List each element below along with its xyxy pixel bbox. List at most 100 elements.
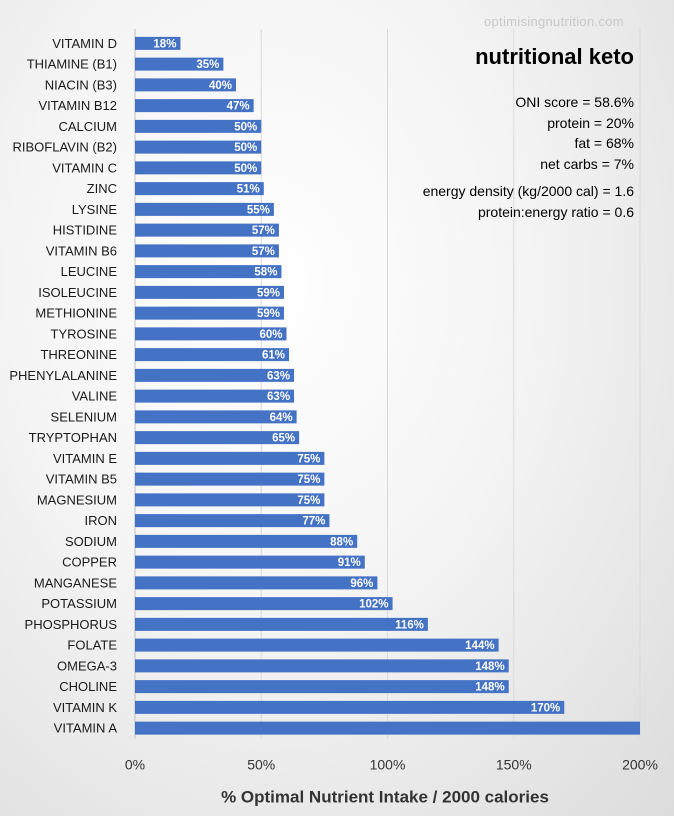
data-label-29: 144%	[465, 640, 494, 652]
category-label-1: THIAMINE (B1)	[27, 57, 117, 72]
bar-28	[135, 617, 428, 631]
bar-4	[135, 119, 262, 133]
bar-5	[135, 140, 262, 154]
data-label-0: 18%	[153, 38, 176, 50]
data-label-5: 50%	[234, 142, 257, 154]
data-label-13: 59%	[257, 308, 280, 320]
data-label-16: 63%	[267, 370, 290, 382]
bar-3	[135, 99, 254, 113]
category-label-5: RIBOFLAVIN (B2)	[12, 140, 117, 155]
bar-27	[135, 597, 393, 611]
stats-box: ONI score = 58.6% protein = 20% fat = 68…	[423, 92, 634, 222]
bar-0	[135, 36, 181, 50]
data-label-7: 51%	[237, 184, 260, 196]
bar-24	[135, 534, 358, 548]
category-label-24: SODIUM	[65, 534, 117, 549]
bar-33	[135, 721, 640, 735]
bar-7	[135, 182, 264, 196]
data-label-1: 35%	[196, 59, 219, 71]
data-label-10: 57%	[252, 246, 275, 258]
x-tick-label-2: 100%	[370, 757, 406, 773]
watermark: optimisingnutrition.com	[484, 14, 624, 29]
category-label-0: VITAMIN D	[52, 36, 117, 51]
category-label-9: HISTIDINE	[53, 223, 118, 238]
data-label-32: 170%	[531, 702, 560, 714]
chart-title: nutritional keto	[475, 44, 634, 69]
data-label-23: 77%	[302, 516, 325, 528]
data-label-20: 75%	[297, 453, 320, 465]
data-label-2: 40%	[209, 80, 232, 92]
category-label-28: PHOSPHORUS	[25, 617, 118, 632]
category-label-29: FOLATE	[67, 638, 117, 653]
data-label-24: 88%	[330, 536, 353, 548]
category-label-2: NIACIN (B3)	[45, 77, 117, 92]
category-label-18: SELENIUM	[51, 409, 117, 424]
x-tick-label-3: 150%	[496, 757, 532, 773]
data-label-15: 61%	[262, 350, 285, 362]
category-label-3: VITAMIN B12	[38, 98, 117, 113]
category-label-25: COPPER	[62, 555, 117, 570]
data-label-3: 47%	[227, 101, 250, 113]
data-label-14: 60%	[259, 329, 282, 341]
category-label-20: VITAMIN E	[53, 451, 117, 466]
category-label-22: MAGNESIUM	[37, 492, 117, 507]
bar-32	[135, 700, 565, 714]
data-label-9: 57%	[252, 225, 275, 237]
category-label-26: MANGANESE	[34, 575, 117, 590]
category-label-6: VITAMIN C	[52, 160, 117, 175]
bar-21	[135, 472, 325, 486]
data-label-12: 59%	[257, 287, 280, 299]
category-label-30: OMEGA-3	[57, 658, 117, 673]
x-tick-label-0: 0%	[125, 757, 145, 773]
data-label-22: 75%	[297, 495, 320, 507]
bar-8	[135, 202, 274, 216]
bar-25	[135, 555, 365, 569]
x-tick-label-4: 200%	[622, 757, 658, 773]
data-label-19: 65%	[272, 433, 295, 445]
x-tick-label-1: 50%	[247, 757, 275, 773]
data-label-17: 63%	[267, 391, 290, 403]
bar-13	[135, 306, 284, 320]
fat-text: fat = 68%	[574, 135, 634, 151]
category-label-15: THREONINE	[40, 347, 117, 362]
category-label-21: VITAMIN B5	[46, 472, 117, 487]
category-label-31: CHOLINE	[59, 679, 117, 694]
bar-29	[135, 638, 499, 652]
category-label-32: VITAMIN K	[53, 700, 117, 715]
category-label-10: VITAMIN B6	[46, 243, 117, 258]
protein-energy-ratio-text: protein:energy ratio = 0.6	[477, 203, 634, 220]
net-carbs-text: net carbs = 7%	[540, 155, 634, 172]
bar-12	[135, 285, 284, 299]
data-label-21: 75%	[297, 474, 320, 486]
bar-17	[135, 389, 295, 403]
bar-11	[135, 265, 282, 279]
category-label-17: VALINE	[72, 389, 118, 404]
bar-6	[135, 161, 262, 175]
bar-2	[135, 78, 236, 92]
category-label-33: VITAMIN A	[54, 721, 118, 736]
category-label-19: TRYPTOPHAN	[29, 430, 117, 445]
bar-15	[135, 348, 290, 362]
category-label-12: ISOLEUCINE	[38, 285, 117, 300]
data-label-6: 50%	[234, 163, 257, 175]
bar-19	[135, 431, 300, 445]
bar-31	[135, 680, 509, 694]
data-label-26: 96%	[350, 578, 373, 590]
oni-score-text: ONI score = 58.6%	[515, 94, 634, 110]
bar-20	[135, 451, 325, 465]
bar-23	[135, 514, 330, 528]
category-label-27: POTASSIUM	[41, 596, 117, 611]
data-label-11: 58%	[254, 267, 277, 279]
bar-1	[135, 57, 224, 71]
category-label-8: LYSINE	[72, 202, 118, 217]
category-label-14: TYROSINE	[51, 326, 118, 341]
bar-16	[135, 368, 295, 382]
data-label-18: 64%	[270, 412, 293, 424]
data-label-4: 50%	[234, 121, 257, 133]
energy-density-text: energy density (kg/2000 cal) = 1.6	[422, 183, 634, 199]
protein-text: protein = 20%	[547, 114, 634, 131]
bar-26	[135, 576, 378, 590]
data-label-30: 148%	[475, 661, 504, 673]
bar-18	[135, 410, 297, 424]
